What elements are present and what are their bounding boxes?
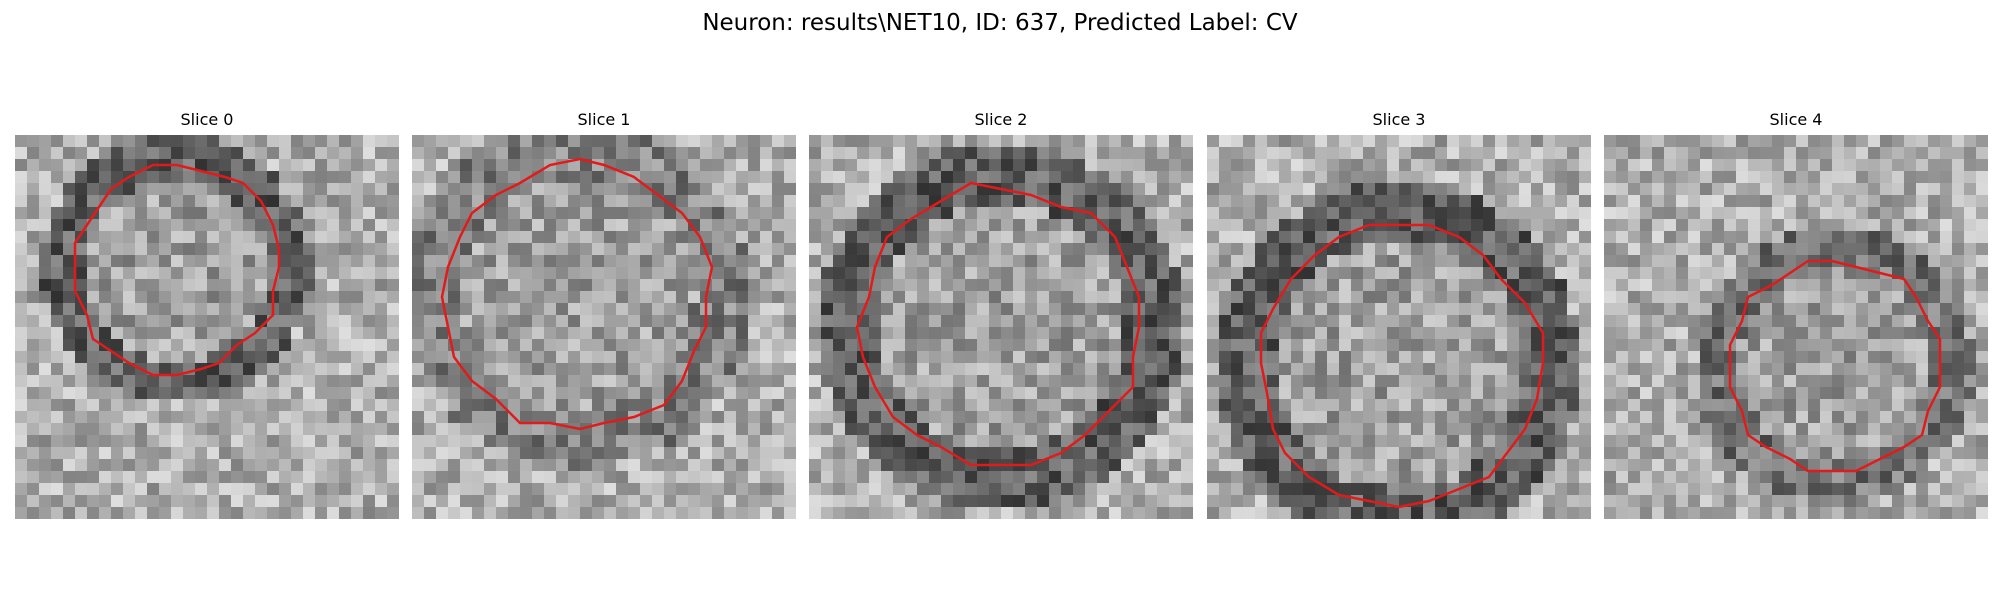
slice-panel-4: Slice 4 (1604, 110, 1988, 519)
slice-panel-2: Slice 2 (809, 110, 1193, 519)
slice-panel-3: Slice 3 (1207, 110, 1591, 519)
slice-title: Slice 3 (1207, 110, 1591, 130)
slice-image (1604, 135, 1988, 519)
slice-panel-1: Slice 1 (412, 110, 796, 519)
slice-title: Slice 4 (1604, 110, 1988, 130)
slice-image (809, 135, 1193, 519)
figure-title: Neuron: results\NET10, ID: 637, Predicte… (0, 8, 2000, 38)
slice-title: Slice 0 (15, 110, 399, 130)
slice-image (1207, 135, 1591, 519)
slice-title: Slice 2 (809, 110, 1193, 130)
slice-image (15, 135, 399, 519)
slice-panel-0: Slice 0 (15, 110, 399, 519)
slice-title: Slice 1 (412, 110, 796, 130)
slice-image (412, 135, 796, 519)
